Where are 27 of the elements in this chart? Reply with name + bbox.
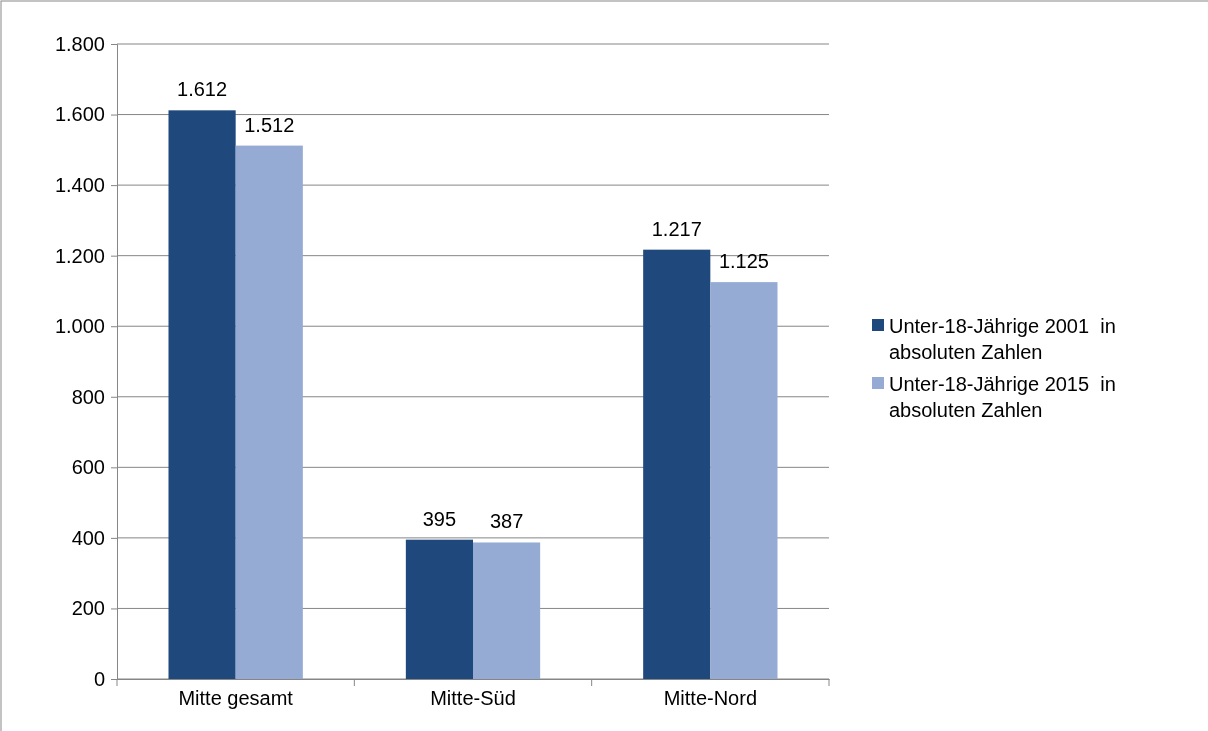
y-tick-label: 1.600 xyxy=(54,103,105,126)
bar xyxy=(710,282,778,679)
y-tick-label: 1.800 xyxy=(54,32,105,55)
bar xyxy=(473,542,541,679)
data-label: 1.217 xyxy=(651,217,702,240)
data-label: 1.512 xyxy=(244,113,295,136)
y-tick-label: 800 xyxy=(71,385,105,408)
data-label: 387 xyxy=(489,510,524,533)
bar xyxy=(168,110,236,679)
y-tick-label: 1.400 xyxy=(54,174,105,197)
data-label: 395 xyxy=(422,507,457,530)
data-label: 1.612 xyxy=(177,78,228,101)
y-tick-label: 600 xyxy=(71,456,105,479)
x-tick-label: Mitte-Süd xyxy=(430,687,516,710)
y-tick-label: 1.000 xyxy=(54,315,105,338)
legend-label: Unter-18-Jährige 2015 in absoluten Zahlen xyxy=(889,373,1116,421)
data-label: 1.125 xyxy=(718,250,769,273)
x-tick-label: Mitte gesamt xyxy=(178,687,294,710)
legend-label: Unter-18-Jährige 2001 in absoluten Zahlen xyxy=(889,315,1116,363)
y-tick-label: 0 xyxy=(93,667,105,690)
y-tick-label: 400 xyxy=(71,526,105,549)
bar xyxy=(235,145,303,679)
y-tick-label: 200 xyxy=(71,597,105,620)
bar xyxy=(643,249,711,679)
x-tick-label: Mitte-Nord xyxy=(663,687,758,710)
bar xyxy=(405,539,473,679)
y-tick-label: 1.200 xyxy=(54,244,105,267)
